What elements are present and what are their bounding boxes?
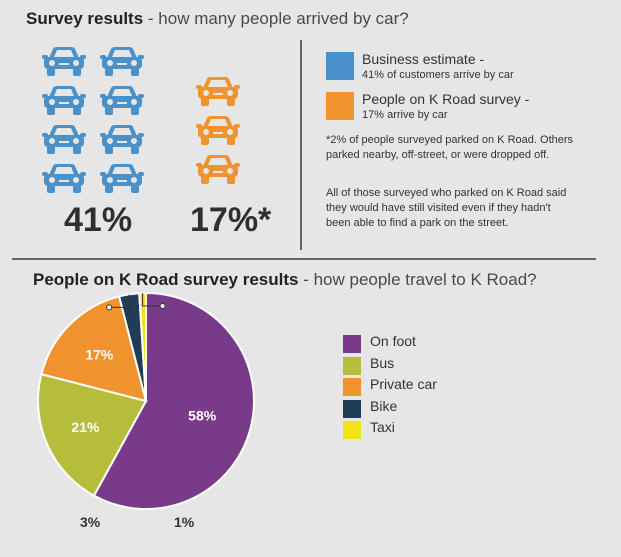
vertical-divider	[300, 40, 302, 250]
pie-slice-taxi	[138, 291, 147, 402]
survey-percent: 17%*	[190, 201, 272, 239]
legend-swatch	[343, 356, 361, 375]
business-estimate-percent: 41%	[64, 201, 133, 239]
footnote-visited: All of those surveyed who parked on K Ro…	[326, 187, 567, 229]
car-icon	[40, 123, 88, 155]
car-icon	[194, 153, 242, 185]
legend-sub: 41% of customers arrive by car	[362, 69, 514, 81]
legend-name: Business estimate -	[362, 51, 485, 67]
car-icon	[98, 45, 146, 77]
legend-swatch	[343, 335, 361, 353]
pie-label-bus: 21%	[71, 419, 100, 435]
legend-swatch-blue	[326, 52, 354, 80]
pie-slice-bus	[37, 372, 148, 497]
car-icon	[40, 162, 88, 194]
car-icon	[194, 75, 242, 107]
callout-line-bike	[109, 294, 130, 308]
travel-title: People on K Road survey results - how pe…	[33, 270, 537, 290]
car-icon	[194, 114, 242, 146]
car-icon	[98, 84, 146, 116]
survey-title-bold: Survey results	[26, 9, 144, 28]
legend-swatch	[343, 378, 361, 396]
callout-line-taxi	[142, 293, 163, 307]
travel-title-bold: People on K Road survey results	[33, 270, 299, 289]
car-icon	[98, 162, 146, 194]
survey-title: Survey results - how many people arrived…	[26, 9, 409, 29]
pie-label-private-car: 17%	[85, 346, 114, 362]
legend-label: Bus	[370, 354, 395, 371]
pie-slice-private-car	[40, 295, 148, 403]
legend-swatch	[343, 399, 361, 418]
callout-dot-bike	[106, 304, 113, 311]
pie-slice-on-foot	[92, 291, 255, 510]
horizontal-divider	[12, 258, 596, 260]
legend-label: Bike	[370, 397, 398, 414]
travel-pie-chart: 58% 21% 17%	[37, 291, 255, 510]
car-icon	[40, 84, 88, 116]
car-icon	[40, 45, 88, 77]
pie-label-on-foot: 58%	[188, 407, 217, 423]
legend-swatch-orange	[326, 92, 354, 120]
pie-label-taxi: 1%	[174, 514, 195, 530]
footnote-parking: *2% of people surveyed parked on K Road.…	[326, 134, 574, 161]
legend-label: On foot	[370, 333, 416, 349]
car-icon	[98, 123, 146, 155]
pie-label-bike: 3%	[80, 514, 101, 530]
legend-label: Taxi	[370, 419, 395, 435]
legend-swatch	[343, 421, 361, 439]
legend-sub: 17% arrive by car	[362, 109, 448, 121]
legend-name: People on K Road survey -	[362, 91, 530, 107]
legend-label: Private car	[370, 376, 437, 392]
callout-dot-taxi	[159, 303, 166, 310]
travel-title-rest: - how people travel to K Road?	[298, 270, 537, 289]
survey-title-rest: - how many people arrived by car?	[143, 9, 409, 28]
